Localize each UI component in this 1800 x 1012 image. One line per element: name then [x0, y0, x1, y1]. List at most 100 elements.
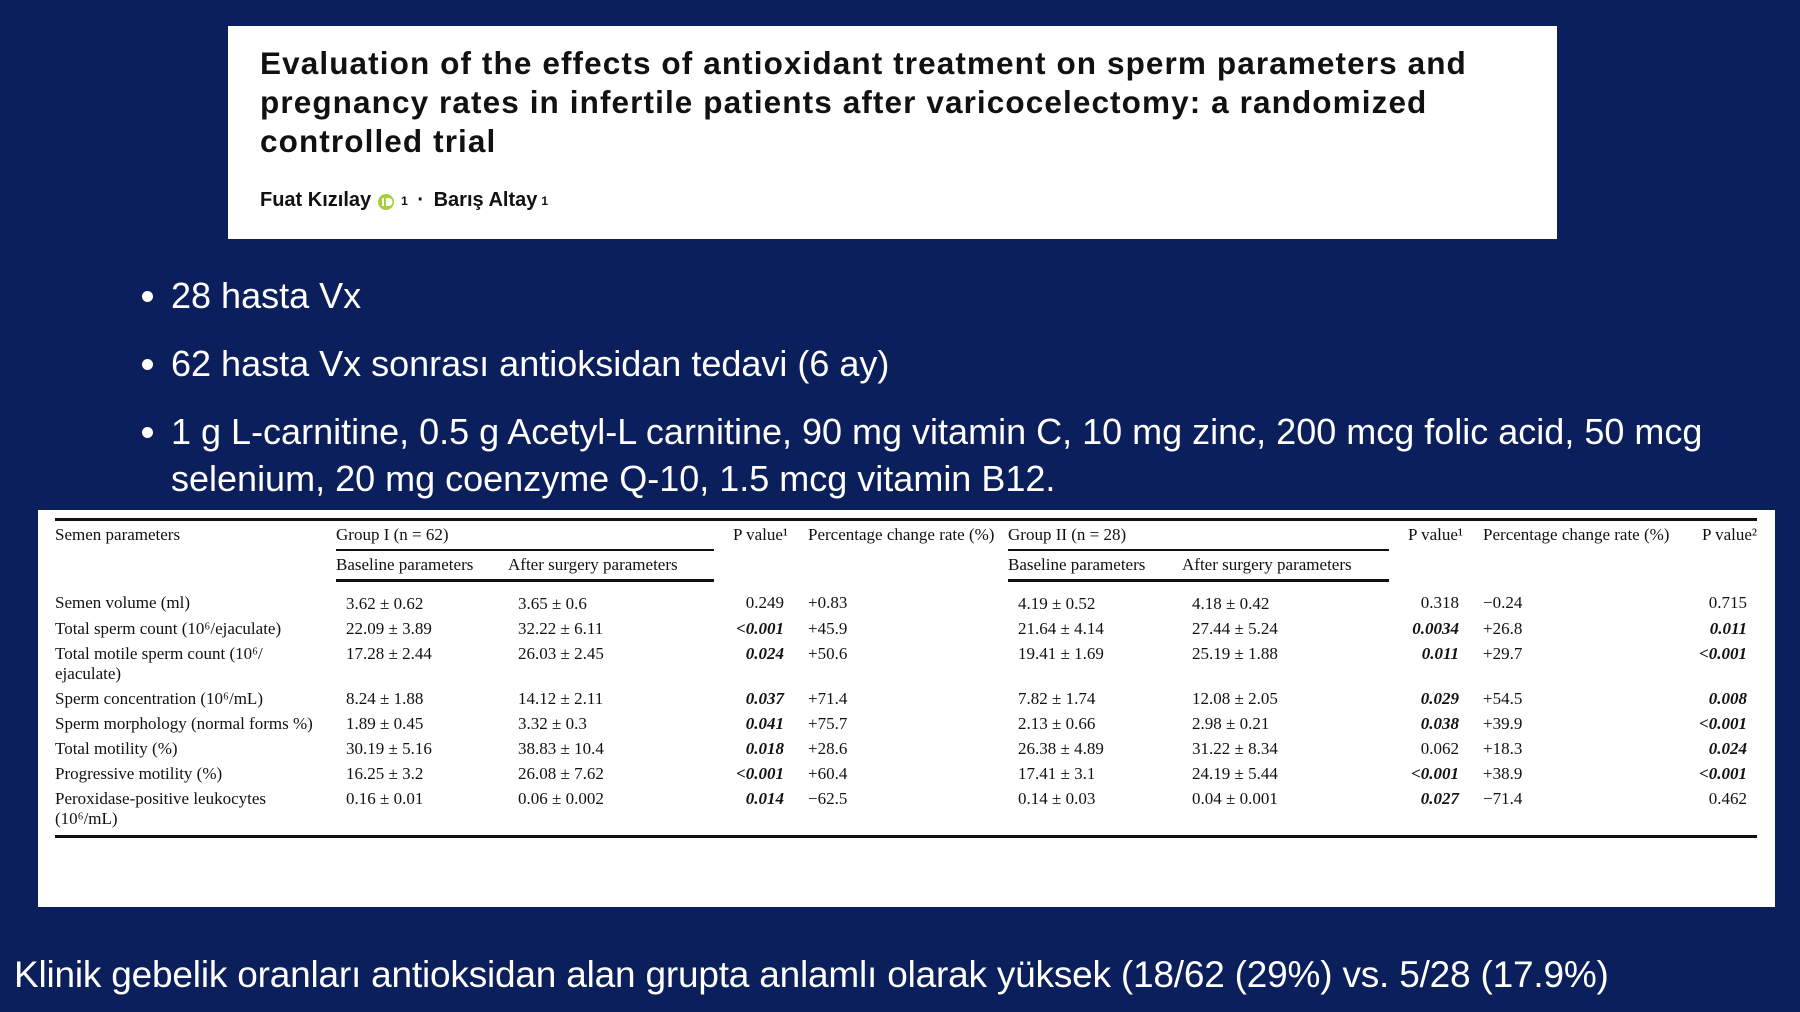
row-label: Progressive motility (%) — [55, 764, 223, 783]
author-affiliation: 1 — [401, 193, 408, 208]
column-header: After surgery parameters — [508, 550, 715, 582]
p-value: 0.462 — [1676, 786, 1758, 838]
p-value: 0.024 — [745, 644, 785, 663]
table-row: Peroxidase-positive leukocytes (10⁶/mL) 0… — [55, 786, 1758, 838]
p-value: 0.024 — [1708, 739, 1748, 758]
table-row: Progressive motility (%) 16.25 ± 3.2 26.08… — [55, 761, 1757, 786]
percent-change: +45.9 — [808, 619, 848, 638]
author-name: Barış Altay — [433, 189, 538, 211]
measurement: 30.19 ± 5.16 — [346, 739, 432, 758]
table-row: Total sperm count (10⁶/ejaculate) 22.09 ±… — [55, 616, 1757, 641]
row-label: Semen volume (ml) — [55, 592, 191, 612]
p-value: 0.249 — [745, 592, 785, 612]
measurement: 32.22 ± 6.11 — [518, 619, 604, 638]
p-value: 0.038 — [1420, 714, 1460, 733]
row-label: Sperm morphology (normal forms %) — [55, 714, 313, 733]
p-value: 0.011 — [1709, 619, 1748, 638]
measurement: 2.98 ± 0.21 — [1192, 714, 1270, 733]
p-value: <0.001 — [1699, 714, 1748, 733]
measurement: 1.89 ± 0.45 — [346, 714, 424, 733]
p-value: 0.041 — [745, 714, 785, 733]
percent-change: +28.6 — [808, 739, 848, 758]
authors: Fuat Kızılay 1 · Barış Altay 1 — [260, 189, 1527, 212]
measurement: 21.64 ± 4.14 — [1018, 619, 1104, 638]
measurement: 38.83 ± 10.4 — [518, 739, 604, 758]
measurement: 16.25 ± 3.2 — [346, 764, 424, 783]
row-label: Total sperm count (10⁶/ejaculate) — [55, 619, 282, 638]
p-value: 0.014 — [714, 786, 799, 838]
row-label: Total motility (%) — [55, 739, 178, 758]
measurement: 0.14 ± 0.03 — [1008, 786, 1183, 838]
percent-change: +39.9 — [1483, 714, 1523, 733]
measurement: 22.09 ± 3.89 — [346, 619, 432, 638]
measurement: 0.06 ± 0.002 — [508, 786, 715, 838]
p-value: 0.037 — [745, 689, 785, 708]
measurement: 27.44 ± 5.24 — [1192, 619, 1278, 638]
table-row: Sperm concentration (10⁶/mL) 8.24 ± 1.88 1… — [55, 686, 1757, 711]
measurement: 26.08 ± 7.62 — [518, 764, 604, 783]
column-header: Percentage change rate (%) — [798, 518, 1009, 581]
table-row: Total motile sperm count (10⁶/ ejaculate… — [55, 641, 1757, 686]
percent-change: +0.83 — [808, 592, 848, 612]
percent-change: +50.6 — [808, 644, 848, 663]
percent-change: +60.4 — [808, 764, 848, 783]
measurement: 4.18 ± 0.42 — [1192, 594, 1270, 613]
table-panel: Semen parameters Group I (n = 62) P valu… — [38, 510, 1775, 907]
p-value: 0.018 — [745, 739, 785, 758]
results-table: Semen parameters Group I (n = 62) P valu… — [55, 518, 1758, 838]
column-header: Baseline parameters — [336, 550, 508, 582]
measurement: 26.38 ± 4.89 — [1018, 739, 1104, 758]
p-value: <0.001 — [736, 764, 785, 783]
percent-change: +54.5 — [1483, 689, 1523, 708]
row-label: Total motile sperm count (10⁶/ ejaculate… — [55, 644, 263, 683]
column-header: Baseline parameters — [1008, 550, 1183, 582]
row-label: Peroxidase-positive leukocytes (10⁶/mL) — [55, 786, 336, 838]
measurement: 19.41 ± 1.69 — [1018, 644, 1104, 663]
measurement: 12.08 ± 2.05 — [1192, 689, 1278, 708]
percent-change: +75.7 — [808, 714, 848, 733]
p-value: <0.001 — [1411, 764, 1460, 783]
bullet: 1 g L-carnitine, 0.5 g Acetyl-L carnitin… — [171, 408, 1731, 502]
separator: · — [411, 189, 430, 211]
measurement: 24.19 ± 5.44 — [1192, 764, 1278, 783]
percent-change: +18.3 — [1483, 739, 1523, 758]
percent-change: −62.5 — [798, 786, 1009, 838]
p-value: 0.027 — [1389, 786, 1474, 838]
measurement: 17.41 ± 3.1 — [1018, 764, 1096, 783]
p-value: <0.001 — [1699, 764, 1748, 783]
measurement: 3.32 ± 0.3 — [518, 714, 587, 733]
p-value: 0.0034 — [1412, 619, 1460, 638]
column-header: Semen parameters — [55, 518, 336, 581]
column-header: P value¹ — [1389, 518, 1474, 581]
measurement: 2.13 ± 0.66 — [1018, 714, 1096, 733]
author-affiliation: 1 — [541, 193, 549, 208]
measurement: 25.19 ± 1.88 — [1192, 644, 1278, 663]
column-header: After surgery parameters — [1182, 550, 1390, 582]
paper-title: Evaluation of the effects of antioxidant… — [260, 45, 1467, 159]
measurement: 8.24 ± 1.88 — [346, 689, 424, 708]
measurement: 26.03 ± 2.45 — [518, 644, 604, 663]
bullet: 62 hasta Vx sonrası antioksidan tedavi (… — [171, 340, 1731, 388]
p-value: 0.318 — [1420, 592, 1460, 612]
p-value: <0.001 — [1699, 644, 1748, 663]
author-name: Fuat Kızılay — [260, 189, 372, 211]
bullet-list: 28 hasta Vx 62 hasta Vx sonrası antioksi… — [135, 272, 1731, 522]
measurement: 17.28 ± 2.44 — [346, 644, 432, 663]
column-header: Percentage change rate (%) — [1473, 518, 1677, 581]
measurement: 3.65 ± 0.6 — [518, 594, 587, 613]
measurement: 31.22 ± 8.34 — [1192, 739, 1278, 758]
group-header: Group I (n = 62) — [336, 518, 715, 551]
bullet: 28 hasta Vx — [171, 272, 1731, 320]
orcid-icon — [378, 193, 395, 210]
p-value: 0.008 — [1708, 689, 1748, 708]
measurement: 0.16 ± 0.01 — [336, 786, 508, 838]
p-value: 0.011 — [1421, 644, 1460, 663]
p-value: 0.062 — [1420, 739, 1460, 758]
column-header: P value² — [1676, 518, 1758, 581]
measurement: 0.04 ± 0.001 — [1182, 786, 1390, 838]
table-row: Sperm morphology (normal forms %) 1.89 ± … — [55, 711, 1757, 736]
percent-change: +26.8 — [1483, 619, 1523, 638]
measurement: 7.82 ± 1.74 — [1018, 689, 1096, 708]
row-label: Sperm concentration (10⁶/mL) — [55, 689, 263, 708]
